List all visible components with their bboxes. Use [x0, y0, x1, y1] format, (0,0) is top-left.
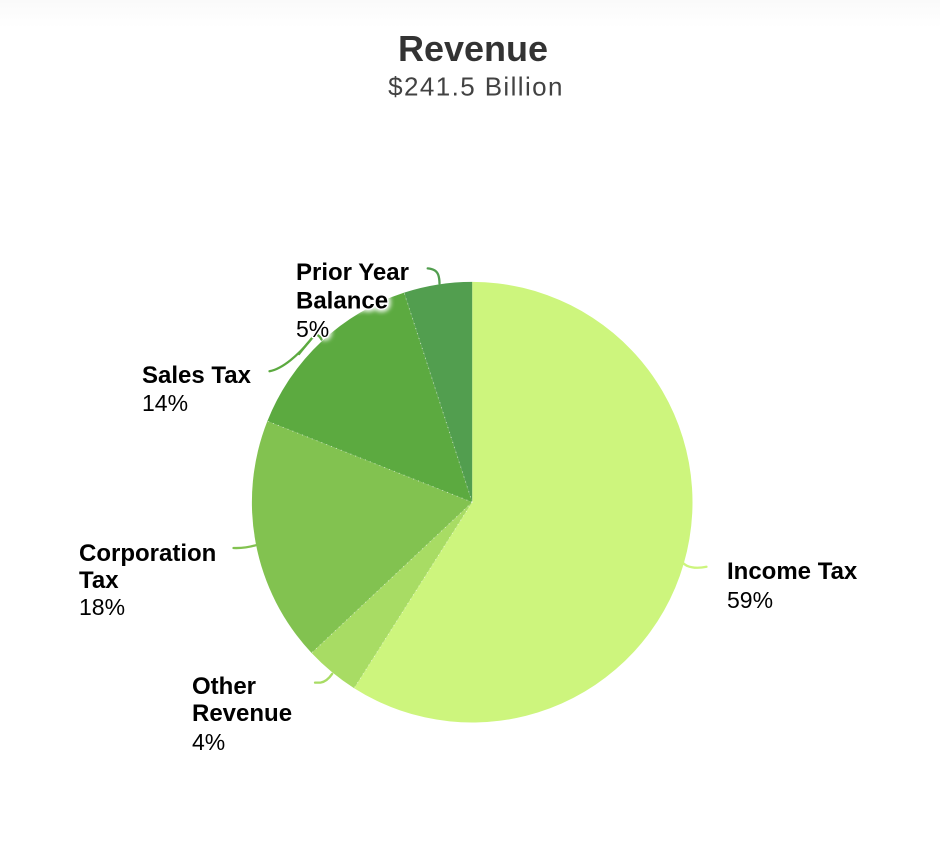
svg-text:5%: 5% — [296, 316, 329, 342]
svg-text:59%: 59% — [727, 587, 773, 613]
svg-text:Income Tax: Income Tax — [727, 558, 858, 585]
svg-text:59%: 59% — [727, 587, 773, 613]
svg-text:Tax: Tax — [79, 567, 119, 594]
svg-text:Corporation: Corporation — [79, 540, 216, 567]
svg-text:Other: Other — [192, 673, 256, 700]
svg-text:18%: 18% — [79, 594, 125, 620]
svg-text:Balance: Balance — [296, 288, 388, 315]
svg-text:$241.5 Billion: $241.5 Billion — [388, 72, 564, 102]
svg-text:Revenue: Revenue — [192, 700, 292, 727]
svg-text:Sales Tax: Sales Tax — [142, 362, 252, 389]
svg-text:Sales Tax: Sales Tax — [142, 362, 252, 389]
svg-text:Prior Year: Prior Year — [296, 259, 409, 286]
svg-text:4%: 4% — [192, 729, 225, 755]
svg-text:Corporation: Corporation — [79, 540, 216, 567]
svg-text:Prior Year: Prior Year — [296, 259, 409, 286]
svg-text:Income Tax: Income Tax — [727, 558, 858, 585]
svg-text:Revenue: Revenue — [398, 28, 548, 69]
svg-text:Tax: Tax — [79, 567, 119, 594]
svg-text:Balance: Balance — [296, 288, 388, 315]
svg-text:18%: 18% — [79, 594, 125, 620]
svg-text:14%: 14% — [142, 390, 188, 416]
svg-text:5%: 5% — [296, 316, 329, 342]
svg-text:14%: 14% — [142, 390, 188, 416]
svg-text:Revenue: Revenue — [192, 700, 292, 727]
svg-text:4%: 4% — [192, 729, 225, 755]
svg-text:Other: Other — [192, 673, 256, 700]
